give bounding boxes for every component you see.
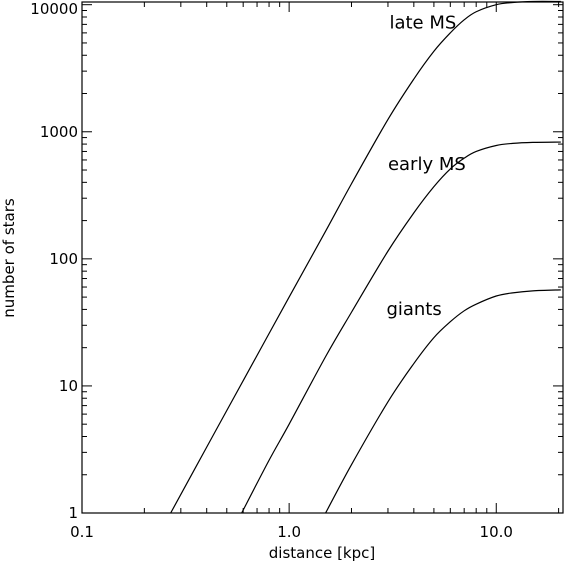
x-axis-title: distance [kpc]	[269, 544, 376, 562]
series-label-1: early MS	[388, 154, 466, 175]
x-tick-label: 10.0	[480, 523, 513, 541]
series-line-0	[170, 0, 561, 514]
y-tick-label: 100	[49, 250, 78, 268]
x-tick-label: 0.1	[70, 523, 94, 541]
y-axis-title: number of stars	[0, 198, 18, 318]
plot-frame	[81, 1, 564, 514]
y-tick-label: 10000	[30, 0, 78, 18]
series-line-2	[325, 289, 561, 514]
y-tick-label: 1000	[40, 123, 78, 141]
y-tick-label: 1	[68, 504, 78, 522]
y-tick-label: 10	[59, 377, 78, 395]
series-label-2: giants	[386, 299, 441, 320]
x-tick-label: 1.0	[277, 523, 301, 541]
series-line-1	[241, 141, 561, 514]
series-label-0: late MS	[389, 12, 456, 33]
